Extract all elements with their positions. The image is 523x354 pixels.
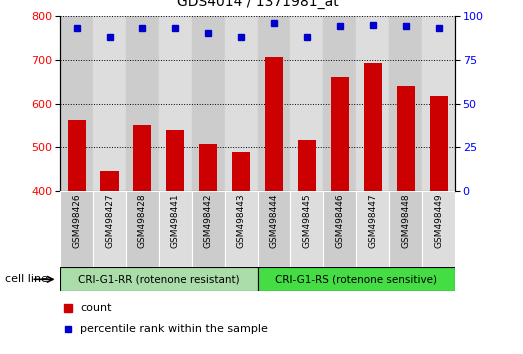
Bar [192,191,225,267]
Text: GSM498427: GSM498427 [105,193,114,248]
Bar [100,171,119,191]
Bar [225,16,257,191]
Bar [159,16,192,191]
Bar [257,16,290,191]
Bar [389,191,422,267]
Bar [93,16,126,191]
Bar [257,191,290,267]
Bar [429,96,448,191]
Bar [298,140,316,191]
Bar [93,191,126,267]
Bar [257,267,455,291]
Text: percentile rank within the sample: percentile rank within the sample [80,324,268,335]
Bar [67,120,86,191]
Text: GSM498443: GSM498443 [236,193,246,248]
Bar [225,191,257,267]
Text: GSM498444: GSM498444 [269,193,279,248]
Bar [199,144,217,191]
Bar [389,16,422,191]
Bar [265,57,283,191]
Bar [133,125,152,191]
Bar [126,191,159,267]
Bar [422,191,455,267]
Bar [323,16,356,191]
Text: GSM498442: GSM498442 [204,193,213,248]
Text: GSM498441: GSM498441 [171,193,180,248]
Bar [422,16,455,191]
Bar [396,86,415,191]
Bar [60,191,93,267]
Bar [356,191,389,267]
Bar [323,191,356,267]
Bar [126,16,159,191]
Bar [192,16,225,191]
Bar [290,16,323,191]
Text: GSM498446: GSM498446 [335,193,344,248]
Text: cell line: cell line [5,274,48,284]
Text: GSM498449: GSM498449 [434,193,443,248]
Text: count: count [80,303,111,313]
Text: GSM498447: GSM498447 [368,193,377,248]
Bar [60,267,257,291]
Bar [232,152,250,191]
Bar [290,191,323,267]
Text: GDS4014 / 1371981_at: GDS4014 / 1371981_at [177,0,338,9]
Text: GSM498445: GSM498445 [302,193,311,248]
Bar [356,16,389,191]
Bar [331,77,349,191]
Bar [60,16,93,191]
Text: GSM498426: GSM498426 [72,193,81,248]
Bar [159,191,192,267]
Bar [363,63,382,191]
Text: CRI-G1-RS (rotenone sensitive): CRI-G1-RS (rotenone sensitive) [275,274,437,284]
Text: GSM498448: GSM498448 [401,193,410,248]
Text: CRI-G1-RR (rotenone resistant): CRI-G1-RR (rotenone resistant) [78,274,240,284]
Text: GSM498428: GSM498428 [138,193,147,248]
Bar [166,130,185,191]
